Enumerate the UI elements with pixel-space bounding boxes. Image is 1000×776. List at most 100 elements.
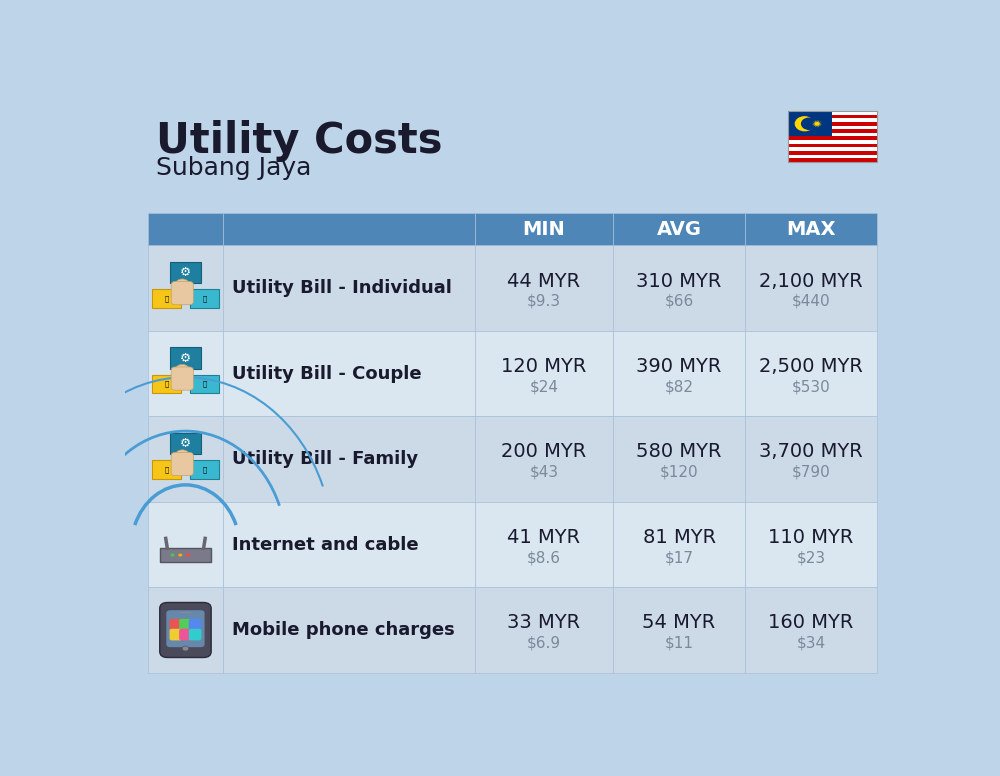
- Text: 2,100 MYR: 2,100 MYR: [759, 272, 863, 290]
- Circle shape: [801, 117, 817, 130]
- Text: Internet and cable: Internet and cable: [232, 535, 419, 553]
- FancyBboxPatch shape: [223, 331, 475, 417]
- Text: Utility Costs: Utility Costs: [156, 120, 442, 162]
- Text: $23: $23: [796, 550, 825, 565]
- FancyBboxPatch shape: [788, 140, 877, 144]
- Text: 54 MYR: 54 MYR: [642, 613, 716, 632]
- FancyBboxPatch shape: [148, 245, 223, 331]
- Text: 580 MYR: 580 MYR: [636, 442, 722, 462]
- Text: MIN: MIN: [523, 220, 565, 238]
- FancyBboxPatch shape: [171, 282, 193, 305]
- Text: Mobile phone charges: Mobile phone charges: [232, 621, 455, 639]
- Text: 110 MYR: 110 MYR: [768, 528, 854, 547]
- Text: 🌐: 🌐: [202, 296, 207, 302]
- Text: 44 MYR: 44 MYR: [507, 272, 580, 290]
- Text: $43: $43: [529, 465, 558, 480]
- Text: ⚙: ⚙: [180, 437, 191, 450]
- Text: 81 MYR: 81 MYR: [643, 528, 716, 547]
- FancyBboxPatch shape: [223, 587, 475, 673]
- Circle shape: [175, 365, 189, 376]
- FancyBboxPatch shape: [148, 213, 223, 245]
- FancyBboxPatch shape: [613, 331, 745, 417]
- Text: $790: $790: [792, 465, 830, 480]
- FancyBboxPatch shape: [475, 417, 613, 502]
- Text: Subang Jaya: Subang Jaya: [156, 156, 311, 180]
- FancyBboxPatch shape: [475, 502, 613, 587]
- Text: $11: $11: [665, 636, 694, 650]
- Text: 160 MYR: 160 MYR: [768, 613, 854, 632]
- FancyBboxPatch shape: [180, 611, 191, 613]
- FancyBboxPatch shape: [788, 133, 877, 137]
- Text: ⚙: ⚙: [180, 352, 191, 365]
- FancyBboxPatch shape: [190, 460, 219, 479]
- Text: $82: $82: [665, 379, 694, 394]
- FancyBboxPatch shape: [223, 213, 475, 245]
- FancyBboxPatch shape: [152, 289, 181, 308]
- Text: 120 MYR: 120 MYR: [501, 357, 587, 376]
- Circle shape: [186, 553, 190, 556]
- FancyBboxPatch shape: [613, 417, 745, 502]
- Text: $6.9: $6.9: [527, 636, 561, 650]
- Text: $24: $24: [529, 379, 558, 394]
- FancyBboxPatch shape: [745, 417, 877, 502]
- Text: $530: $530: [792, 379, 830, 394]
- FancyBboxPatch shape: [166, 610, 205, 647]
- FancyBboxPatch shape: [170, 629, 182, 640]
- FancyBboxPatch shape: [148, 587, 223, 673]
- Text: 🔌: 🔌: [164, 381, 168, 387]
- Text: 🔌: 🔌: [164, 466, 168, 473]
- FancyBboxPatch shape: [152, 375, 181, 393]
- Text: AVG: AVG: [657, 220, 702, 238]
- FancyBboxPatch shape: [788, 129, 877, 133]
- FancyBboxPatch shape: [745, 502, 877, 587]
- Text: 🌐: 🌐: [202, 381, 207, 387]
- FancyBboxPatch shape: [745, 213, 877, 245]
- Text: 200 MYR: 200 MYR: [501, 442, 587, 462]
- Text: 3,700 MYR: 3,700 MYR: [759, 442, 863, 462]
- Text: 🌐: 🌐: [202, 466, 207, 473]
- FancyBboxPatch shape: [160, 602, 211, 657]
- FancyBboxPatch shape: [170, 262, 201, 283]
- Text: 41 MYR: 41 MYR: [507, 528, 580, 547]
- Circle shape: [175, 450, 189, 461]
- FancyBboxPatch shape: [148, 502, 223, 587]
- Text: $440: $440: [792, 294, 830, 309]
- Text: $66: $66: [664, 294, 694, 309]
- FancyBboxPatch shape: [788, 147, 877, 151]
- FancyBboxPatch shape: [475, 587, 613, 673]
- Text: Utility Bill - Couple: Utility Bill - Couple: [232, 365, 422, 383]
- Text: 390 MYR: 390 MYR: [636, 357, 722, 376]
- FancyBboxPatch shape: [788, 115, 877, 118]
- Text: MAX: MAX: [786, 220, 836, 238]
- FancyBboxPatch shape: [745, 587, 877, 673]
- FancyBboxPatch shape: [788, 144, 877, 147]
- FancyBboxPatch shape: [745, 331, 877, 417]
- FancyBboxPatch shape: [613, 502, 745, 587]
- FancyBboxPatch shape: [788, 151, 877, 154]
- FancyBboxPatch shape: [475, 245, 613, 331]
- FancyBboxPatch shape: [475, 331, 613, 417]
- Text: 33 MYR: 33 MYR: [507, 613, 580, 632]
- Polygon shape: [812, 120, 822, 128]
- Circle shape: [182, 646, 189, 651]
- Circle shape: [170, 553, 174, 556]
- FancyBboxPatch shape: [160, 548, 211, 562]
- FancyBboxPatch shape: [788, 111, 877, 115]
- Text: 🔌: 🔌: [164, 296, 168, 302]
- Text: 2,500 MYR: 2,500 MYR: [759, 357, 863, 376]
- FancyBboxPatch shape: [190, 375, 219, 393]
- FancyBboxPatch shape: [152, 460, 181, 479]
- FancyBboxPatch shape: [788, 137, 877, 140]
- FancyBboxPatch shape: [179, 618, 192, 630]
- FancyBboxPatch shape: [170, 433, 201, 454]
- Text: $9.3: $9.3: [527, 294, 561, 309]
- FancyBboxPatch shape: [613, 587, 745, 673]
- FancyBboxPatch shape: [223, 417, 475, 502]
- FancyBboxPatch shape: [475, 213, 613, 245]
- FancyBboxPatch shape: [788, 126, 877, 129]
- FancyBboxPatch shape: [179, 629, 192, 640]
- Text: ⚙: ⚙: [180, 266, 191, 279]
- FancyBboxPatch shape: [170, 618, 182, 630]
- FancyBboxPatch shape: [223, 245, 475, 331]
- Text: $8.6: $8.6: [527, 550, 561, 565]
